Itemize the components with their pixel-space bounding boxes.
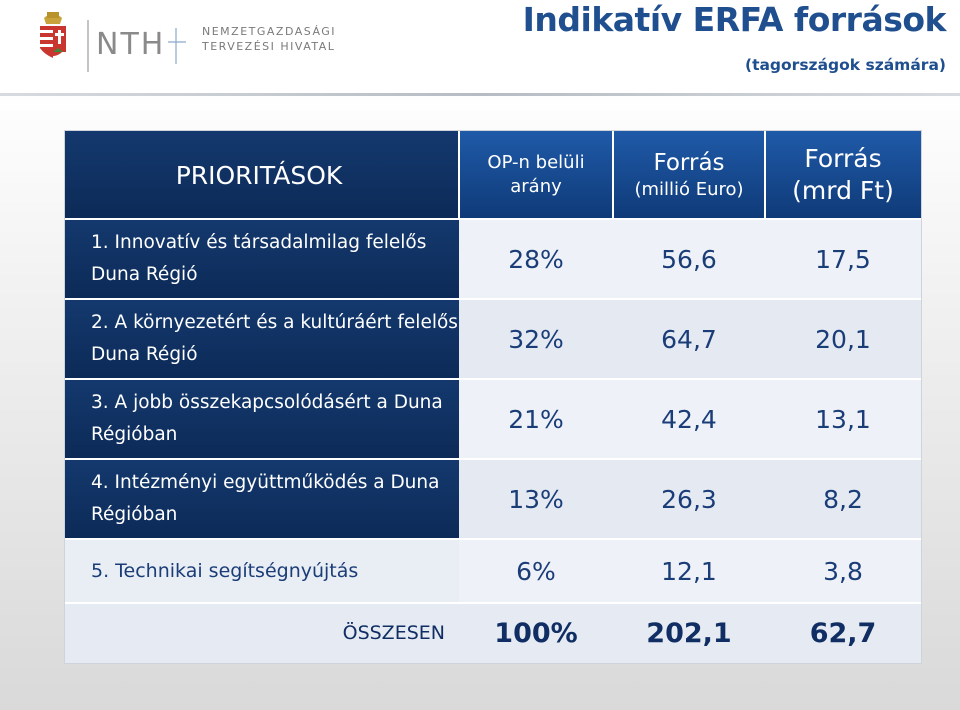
priorities-header: PRIORITÁSOK [175, 160, 343, 190]
row-1-eur: 56,6 [661, 244, 717, 274]
org-line-2: TERVEZÉSI HIVATAL [202, 40, 336, 53]
priorities-header-cell: PRIORITÁSOK [65, 131, 459, 219]
hungarian-coat-of-arms-icon [40, 12, 66, 58]
grid-line [65, 602, 921, 604]
eur-header-line2: (millió Euro) [634, 179, 744, 200]
header-divider [0, 93, 960, 96]
huf-header-cell: Forrás (mrd Ft) [765, 131, 921, 219]
grid-line [612, 131, 614, 219]
share-header-cell: OP-n belüli arány [459, 131, 613, 219]
share-header-line2: arány [510, 176, 562, 197]
huf-header-line1: Forrás [804, 144, 882, 173]
totals-row [65, 603, 921, 663]
row-1-share: 28% [508, 244, 564, 274]
grid-line [458, 131, 460, 219]
row-1-huf: 17,5 [815, 244, 871, 274]
total-label: ÖSSZESEN [342, 622, 445, 644]
row-3-huf: 13,1 [815, 404, 871, 434]
grid-line [65, 218, 921, 220]
row-4-huf: 8,2 [823, 484, 863, 514]
total-huf: 62,7 [809, 617, 877, 649]
eur-header-cell: Forrás (millió Euro) [613, 131, 765, 219]
grid-line [65, 458, 921, 460]
row-5-huf: 3,8 [823, 556, 863, 586]
grid-line [65, 378, 921, 380]
grid-line [65, 298, 921, 300]
row-1-values [459, 219, 921, 299]
row-2-share: 32% [508, 324, 564, 354]
row-5-eur: 12,1 [661, 556, 717, 586]
row-5-values [459, 539, 921, 603]
slide-subtitle: (tagországok számára) [744, 56, 946, 74]
row-2-eur: 64,7 [661, 324, 717, 354]
priority-row-2-label: 2. A környezetért és a kultúráért felelő… [65, 299, 459, 379]
row-3-eur: 42,4 [661, 404, 717, 434]
total-eur: 202,1 [646, 617, 732, 649]
row-4-values [459, 459, 921, 539]
priority-row-5-label: 5. Technikai segítségnyújtás [65, 539, 459, 603]
priority-row-4-label: 4. Intézményi együttműködés a Duna Régió… [65, 459, 459, 539]
share-header-line1: OP-n belüli [487, 152, 585, 173]
row-2-values [459, 299, 921, 379]
slide-header: NTH NEMZETGAZDASÁGI TERVEZÉSI HIVATAL In… [0, 0, 960, 95]
org-line-1: NEMZETGAZDASÁGI [202, 25, 337, 38]
row-4-share: 13% [508, 484, 564, 514]
row-5-share: 6% [516, 556, 556, 586]
logo-text: NTH [96, 27, 165, 62]
huf-header-line2: (mrd Ft) [792, 176, 894, 205]
grid-line [764, 131, 766, 219]
row-3-values [459, 379, 921, 459]
priority-row-3-label: 3. A jobb összekapcsolódásért a Duna Rég… [65, 379, 459, 459]
grid-line [65, 538, 921, 540]
priority-row-1-label: 1. Innovatív és társadalmilag felelős Du… [65, 219, 459, 299]
row-3-share: 21% [508, 404, 564, 434]
row-4-eur: 26,3 [661, 484, 717, 514]
nth-logo-icon: NTH [87, 20, 186, 72]
eur-header-line1: Forrás [653, 150, 725, 176]
slide-title: Indikatív ERFA források [522, 0, 947, 39]
organization-name: NEMZETGAZDASÁGI TERVEZÉSI HIVATAL [202, 24, 336, 54]
row-2-huf: 20,1 [815, 324, 871, 354]
funding-table: PRIORITÁSOK OP-n belüli arány Forrás (mi… [64, 130, 922, 664]
total-share: 100% [494, 617, 578, 649]
